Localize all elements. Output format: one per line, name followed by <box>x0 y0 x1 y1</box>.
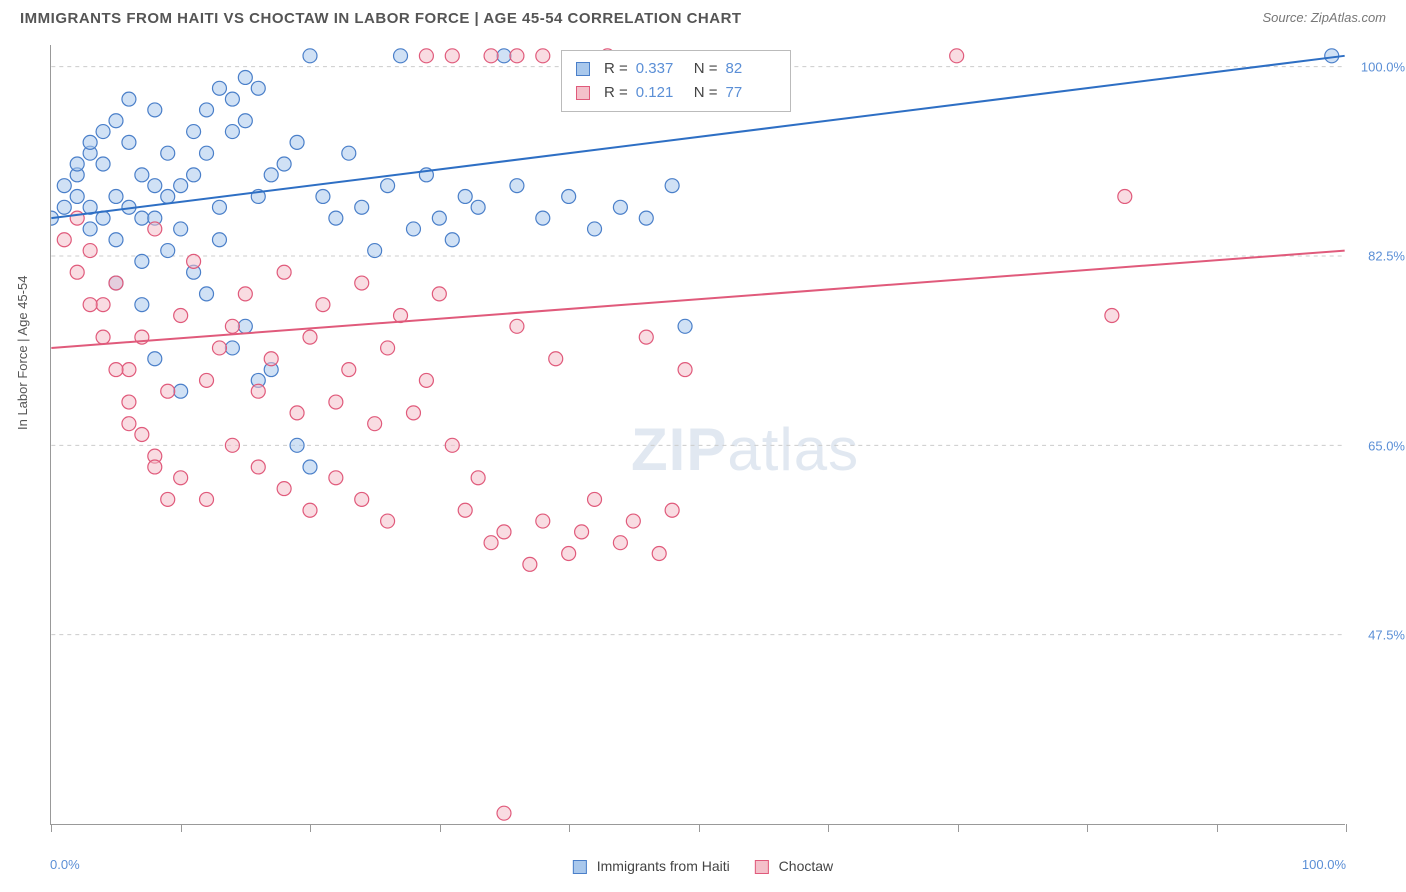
x-axis-start-label: 0.0% <box>50 857 80 872</box>
x-tick <box>310 824 311 832</box>
x-tick <box>1217 824 1218 832</box>
y-tick-label: 65.0% <box>1368 438 1405 453</box>
stats-row-series1: R = 0.337 N = 82 <box>576 57 776 81</box>
header-bar: IMMIGRANTS FROM HAITI VS CHOCTAW IN LABO… <box>0 0 1406 32</box>
stats-legend-box: R = 0.337 N = 82 R = 0.121 N = 77 <box>561 50 791 112</box>
x-tick <box>51 824 52 832</box>
scatter-svg <box>51 45 1345 824</box>
x-tick <box>699 824 700 832</box>
x-tick <box>181 824 182 832</box>
swatch-series1 <box>576 62 590 76</box>
source-attribution: Source: ZipAtlas.com <box>1262 10 1386 25</box>
chart-plot-area: ZIPatlas R = 0.337 N = 82 R = 0.121 N = … <box>50 45 1345 825</box>
stats-n-value-2: 77 <box>726 81 776 105</box>
legend-label-2: Choctaw <box>779 858 833 874</box>
y-axis-title: In Labor Force | Age 45-54 <box>15 276 30 430</box>
x-tick <box>569 824 570 832</box>
x-tick <box>1346 824 1347 832</box>
stats-r-label: R = <box>604 81 628 105</box>
legend-item-2: Choctaw <box>755 858 833 874</box>
y-tick-label: 47.5% <box>1368 628 1405 643</box>
y-tick-label: 82.5% <box>1368 249 1405 264</box>
x-tick <box>958 824 959 832</box>
x-tick <box>828 824 829 832</box>
legend-swatch-2 <box>755 860 769 874</box>
stats-n-value-1: 82 <box>726 57 776 81</box>
swatch-series2 <box>576 86 590 100</box>
stats-row-series2: R = 0.121 N = 77 <box>576 81 776 105</box>
x-tick <box>440 824 441 832</box>
stats-r-value-2: 0.121 <box>636 81 686 105</box>
y-tick-label: 100.0% <box>1361 59 1405 74</box>
stats-r-value-1: 0.337 <box>636 57 686 81</box>
stats-n-label: N = <box>694 81 718 105</box>
legend-swatch-1 <box>573 860 587 874</box>
bottom-legend: Immigrants from Haiti Choctaw <box>573 858 833 874</box>
chart-title: IMMIGRANTS FROM HAITI VS CHOCTAW IN LABO… <box>20 10 742 27</box>
x-axis-end-label: 100.0% <box>1302 857 1346 872</box>
stats-n-label: N = <box>694 57 718 81</box>
legend-item-1: Immigrants from Haiti <box>573 858 730 874</box>
x-tick <box>1087 824 1088 832</box>
stats-r-label: R = <box>604 57 628 81</box>
legend-label-1: Immigrants from Haiti <box>597 858 730 874</box>
